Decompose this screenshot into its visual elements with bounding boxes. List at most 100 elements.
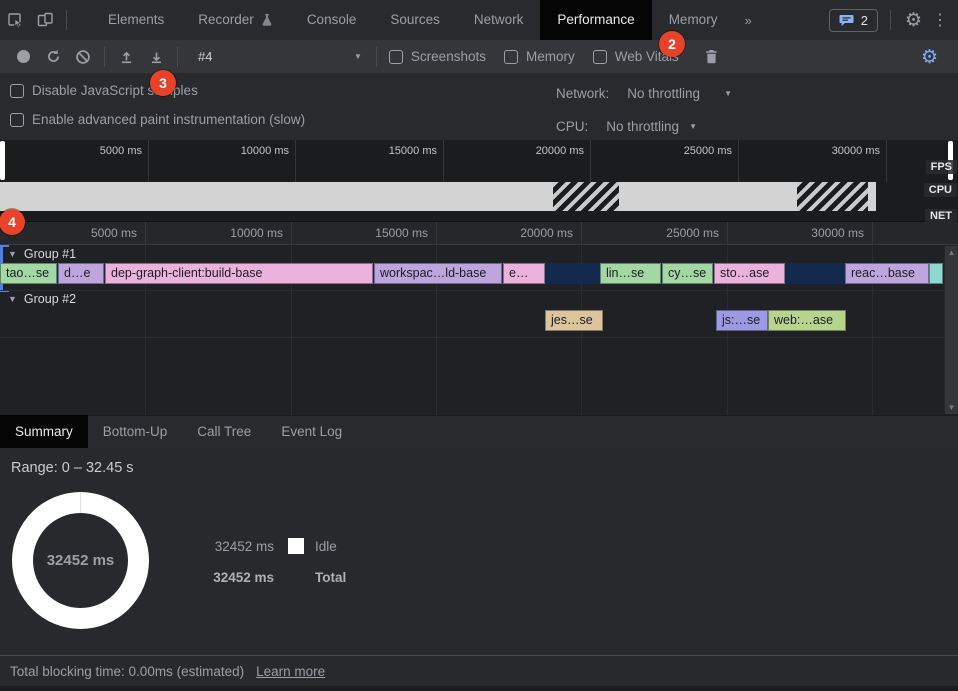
- annotation-badge-3: 3: [150, 70, 176, 96]
- timeline-task-bar[interactable]: js:…se: [716, 310, 768, 331]
- checkbox-box[interactable]: [10, 83, 24, 98]
- tab-network[interactable]: Network: [457, 0, 541, 40]
- tab-recorder[interactable]: Recorder: [181, 0, 290, 40]
- divider: [375, 46, 377, 67]
- ruler-gridline: [872, 222, 873, 245]
- checkbox-enable-advanced-paint-instrumentation-slow-[interactable]: Enable advanced paint instrumentation (s…: [10, 112, 305, 127]
- cpu-throttling-row: CPU: No throttling ▼: [556, 116, 740, 136]
- expander-triangle-icon[interactable]: ▼: [8, 294, 17, 304]
- timeline-task-bar[interactable]: cy…se: [662, 263, 713, 284]
- tab-sources[interactable]: Sources: [373, 0, 457, 40]
- cpu-dropdown-arrow[interactable]: ▼: [689, 121, 697, 131]
- tab-event-log[interactable]: Event Log: [281, 424, 343, 439]
- timeline-task-bar[interactable]: dep-graph-client:build-base: [105, 263, 373, 284]
- cpu-throttling-select[interactable]: No throttling: [606, 118, 680, 134]
- checkbox-screenshots[interactable]: Screenshots: [388, 49, 486, 64]
- gc-button[interactable]: [697, 44, 727, 70]
- annotation-badge-2: 2: [659, 31, 685, 57]
- timeline-task-bar[interactable]: workspac…ld-base: [374, 263, 502, 284]
- summary-pane: Range: 0 – 32.45 s 32452 ms 32452 ms Idle…: [0, 448, 958, 655]
- kebab-menu-icon[interactable]: ⋮: [932, 12, 948, 29]
- timeline-task-bar[interactable]: reac…base: [845, 263, 929, 284]
- checkbox-memory[interactable]: Memory: [503, 49, 575, 64]
- tab-label: Memory: [668, 12, 718, 27]
- divider: [889, 10, 891, 30]
- issues-chip[interactable]: 2: [828, 8, 878, 32]
- expander-triangle-icon[interactable]: ▼: [8, 249, 17, 259]
- overview-gridline: [886, 140, 887, 182]
- group-header[interactable]: ▼ Group #2: [8, 292, 76, 306]
- summary-legend: 32452 ms Idle 32452 ms Total: [204, 536, 346, 598]
- lane-label-cpu: CPU: [923, 183, 957, 197]
- capture-options: Disable JavaScript samples Enable advance…: [0, 73, 958, 140]
- reload-and-record-button[interactable]: [38, 44, 68, 70]
- cpu-throttling-label: CPU:: [556, 118, 589, 134]
- record-button[interactable]: [8, 44, 38, 70]
- timeline-task-bar[interactable]: lin…se: [600, 263, 661, 284]
- history-dropdown-arrow[interactable]: ▼: [354, 52, 362, 61]
- checkbox-box[interactable]: [503, 49, 518, 64]
- tab-bottom-up[interactable]: Bottom-Up: [102, 424, 168, 439]
- flame-gridline: [872, 245, 873, 415]
- legend-value: 32452 ms: [214, 538, 274, 554]
- flame-chart[interactable]: 5000 ms 10000 ms 15000 ms 20000 ms 25000 ms 3…: [0, 222, 958, 415]
- settings-gear-icon[interactable]: ⚙: [904, 9, 922, 31]
- checkbox-box[interactable]: [10, 112, 24, 127]
- group-label: Group #2: [23, 292, 77, 306]
- summary-donut-chart: 32452 ms: [12, 492, 149, 629]
- legend-label: Total: [315, 569, 347, 585]
- checkbox-box[interactable]: [592, 49, 607, 64]
- overview-tick-label: 15000 ms: [388, 145, 437, 157]
- tab-summary[interactable]: Summary: [0, 415, 88, 448]
- inspect-element-button[interactable]: [0, 6, 30, 34]
- inspect-cursor-icon: [8, 13, 23, 28]
- network-throttling-select[interactable]: No throttling: [627, 85, 701, 101]
- timeline-overview[interactable]: 5000 ms 10000 ms 15000 ms 20000 ms 25000 ms 3…: [0, 140, 958, 223]
- flame-gridline: [436, 245, 437, 415]
- message-icon: [839, 14, 854, 26]
- network-dropdown-arrow[interactable]: ▼: [724, 88, 732, 98]
- flame-chart-canvas[interactable]: ▼ Group #1 tao…se d…e dep-graph-client:build…: [0, 245, 944, 415]
- more-tabs-button[interactable]: »: [744, 12, 752, 28]
- cpu-throttled-hatch: [797, 182, 868, 211]
- performance-toolbar: #4 ▼ Screenshots Memory Web Vitals ⚙: [0, 40, 958, 73]
- donut-seam: [80, 492, 81, 513]
- checkbox-label: Memory: [525, 49, 575, 64]
- ruler-tick-label: 15000 ms: [375, 226, 428, 240]
- timeline-task-bar[interactable]: web:…ase: [768, 310, 846, 331]
- tab-elements[interactable]: Elements: [91, 0, 181, 40]
- history-selected-item[interactable]: #4: [198, 49, 213, 64]
- overview-gridline: [443, 140, 444, 182]
- scroll-up-arrow-icon[interactable]: ▲: [947, 248, 956, 257]
- tab-memory[interactable]: Memory: [652, 0, 735, 40]
- overview-left-handle[interactable]: [0, 141, 5, 180]
- legend-row-idle: 32452 ms Idle: [204, 536, 346, 556]
- load-profile-button[interactable]: [111, 44, 141, 70]
- flame-chart-scrollbar[interactable]: ▲ ▼: [944, 246, 958, 414]
- overview-tick-label: 10000 ms: [240, 145, 289, 157]
- checkbox-box[interactable]: [388, 49, 403, 64]
- tab-call-tree[interactable]: Call Tree: [197, 424, 252, 439]
- overview-gridline: [148, 140, 149, 182]
- timeline-task-bar[interactable]: jes…se: [545, 310, 603, 331]
- timeline-task-bar[interactable]: tao…se: [0, 263, 57, 284]
- tab-console[interactable]: Console: [290, 0, 374, 40]
- scroll-down-arrow-icon[interactable]: ▼: [947, 403, 956, 412]
- devtools-tabs: Elements Recorder Console Sources Network Per…: [91, 0, 734, 40]
- clear-button[interactable]: [68, 44, 98, 70]
- ruler-gridline: [436, 222, 437, 245]
- group-header[interactable]: ▼ Group #1: [8, 247, 76, 261]
- timeline-task-bar[interactable]: d…e: [58, 263, 104, 284]
- timeline-task-bar[interactable]: sto…ase: [714, 263, 785, 284]
- row-divider: [0, 337, 944, 338]
- ruler-tick-label: 25000 ms: [666, 226, 719, 240]
- capture-settings-gear-icon[interactable]: ⚙: [920, 45, 938, 68]
- device-toolbar-button[interactable]: [30, 6, 60, 34]
- timeline-task-bar[interactable]: e…: [503, 263, 545, 284]
- lane-label-fps: FPS: [925, 160, 957, 174]
- timeline-task-bar[interactable]: [929, 263, 943, 284]
- tab-performance[interactable]: Performance: [540, 0, 652, 40]
- ruler-tick-label: 20000 ms: [520, 226, 573, 240]
- save-profile-button[interactable]: [141, 44, 171, 70]
- learn-more-link[interactable]: Learn more: [256, 663, 326, 679]
